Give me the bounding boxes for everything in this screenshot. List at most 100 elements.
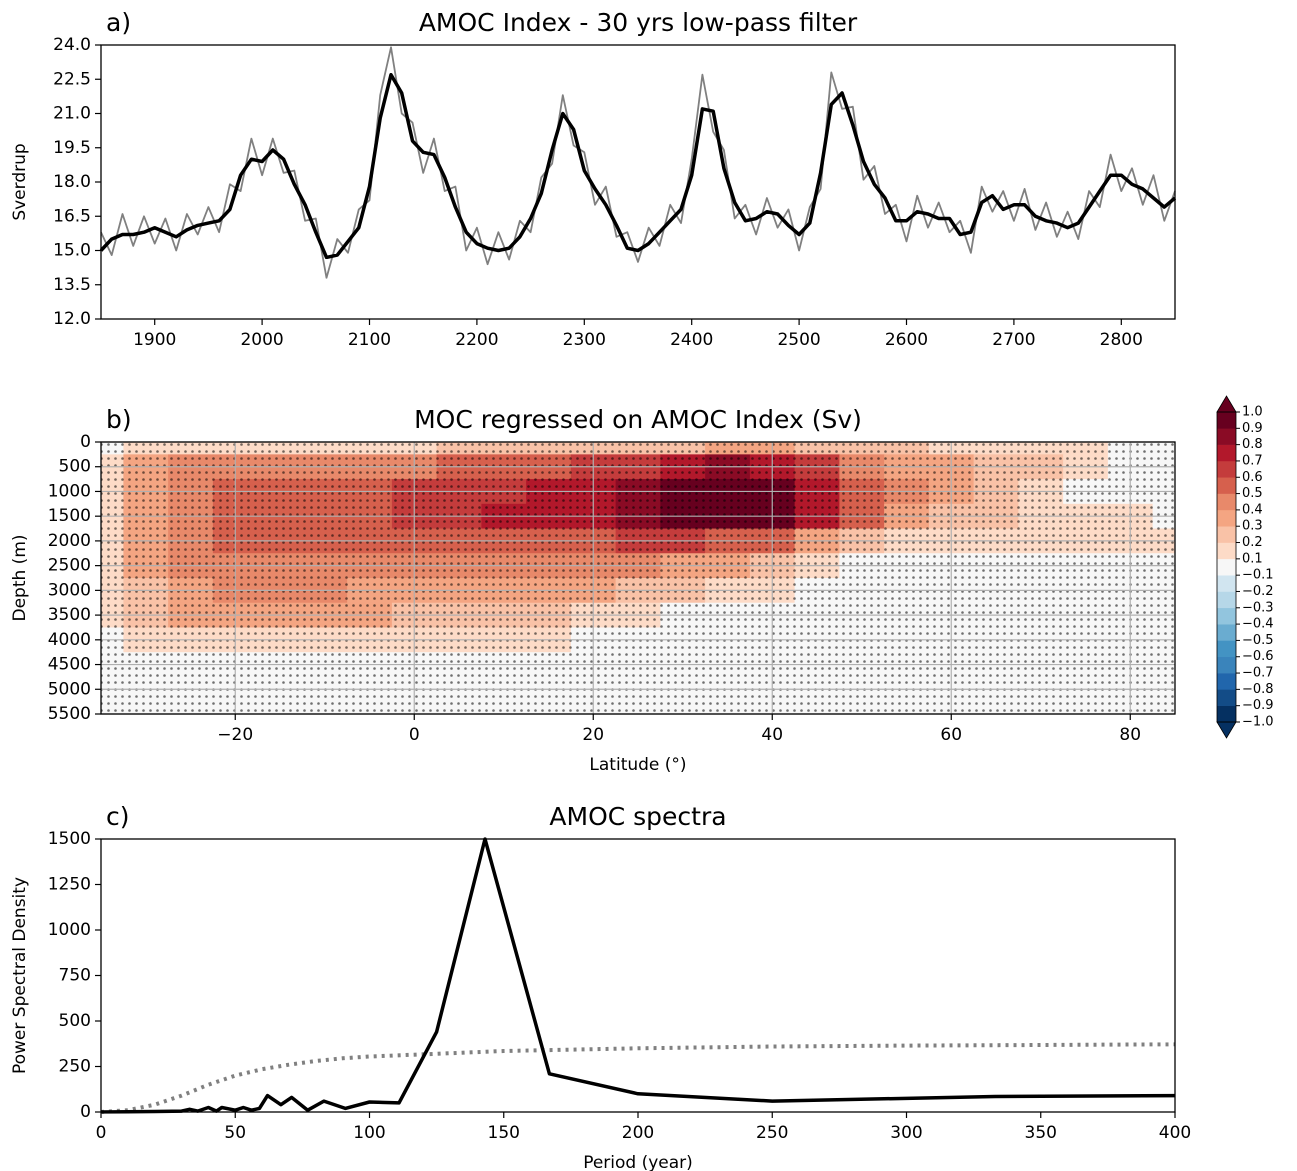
axes-frame bbox=[100, 441, 1176, 715]
y-tick-label: 24.0 bbox=[53, 35, 91, 55]
stippling bbox=[101, 442, 1175, 714]
x-tick-label: 20 bbox=[582, 725, 604, 745]
colorbar-tick-label: −0.7 bbox=[1242, 666, 1274, 681]
colorbar-tick-label: 0.3 bbox=[1242, 519, 1263, 534]
colorbar-bin bbox=[1217, 591, 1236, 609]
y-tick-label: 2000 bbox=[48, 531, 91, 551]
colorbar-bin bbox=[1217, 624, 1236, 641]
x-tick-label: 0 bbox=[409, 725, 420, 745]
panel-label: b) bbox=[106, 405, 132, 434]
x-tick-label: 250 bbox=[756, 1123, 788, 1143]
colorbar-tick-label: 0.5 bbox=[1242, 486, 1263, 501]
colorbar-tick-label: −0.3 bbox=[1242, 600, 1274, 615]
x-axis-label: Latitude (°) bbox=[589, 755, 686, 775]
colorbar-bin bbox=[1217, 607, 1236, 625]
y-tick-label: 4500 bbox=[48, 655, 91, 675]
x-tick-label: 100 bbox=[353, 1123, 385, 1143]
colorbar-tick-label: 1.0 bbox=[1242, 405, 1263, 420]
x-tick-label: 2000 bbox=[240, 330, 283, 350]
y-tick-label: 500 bbox=[59, 1011, 91, 1031]
chart-title: MOC regressed on AMOC Index (Sv) bbox=[414, 405, 862, 434]
colorbar-tick-label: 0.8 bbox=[1242, 437, 1263, 452]
colorbar-bin bbox=[1217, 477, 1236, 494]
colorbar-bin bbox=[1217, 575, 1236, 592]
y-tick-label: 19.5 bbox=[53, 138, 91, 158]
colorbar-tick-label: 0.7 bbox=[1242, 453, 1263, 468]
panel-label: c) bbox=[106, 802, 130, 831]
x-tick-label: 2100 bbox=[348, 330, 391, 350]
colorbar-tick-label: 0.2 bbox=[1242, 535, 1263, 550]
y-tick-label: 1500 bbox=[48, 829, 91, 849]
y-axis-label: Depth (m) bbox=[10, 534, 30, 621]
colorbar-tick-label: −1.0 bbox=[1242, 715, 1274, 730]
x-tick-label: 80 bbox=[1119, 725, 1141, 745]
colorbar-bin bbox=[1217, 705, 1236, 723]
colorbar-tick-label: −0.9 bbox=[1242, 698, 1274, 713]
x-tick-label: 350 bbox=[1025, 1123, 1057, 1143]
x-tick-label: 200 bbox=[622, 1123, 654, 1143]
axes-frame bbox=[100, 838, 1176, 1113]
colorbar-frame bbox=[1216, 411, 1237, 723]
y-tick-label: 13.5 bbox=[53, 275, 91, 295]
y-tick-label: 3500 bbox=[48, 605, 91, 625]
colorbar-bin bbox=[1217, 656, 1236, 674]
y-axis-label: Power Spectral Density bbox=[10, 877, 30, 1074]
colorbar-extend-high bbox=[1216, 395, 1237, 413]
y-tick-label: 3000 bbox=[48, 580, 91, 600]
contour-field bbox=[101, 442, 1175, 714]
y-tick-label: 1000 bbox=[48, 920, 91, 940]
colorbar-bin bbox=[1217, 428, 1236, 445]
colorbar-bin bbox=[1217, 412, 1236, 429]
y-tick-label: 0 bbox=[80, 432, 91, 452]
y-tick-label: 750 bbox=[59, 966, 91, 986]
y-tick-label: 18.0 bbox=[53, 172, 91, 192]
y-tick-label: 1000 bbox=[48, 481, 91, 501]
colorbar-tick-label: 0.4 bbox=[1242, 502, 1263, 517]
x-tick-label: 50 bbox=[224, 1123, 246, 1143]
x-axis-label: Period (year) bbox=[583, 1153, 693, 1171]
y-tick-label: 1500 bbox=[48, 506, 91, 526]
y-tick-label: 4000 bbox=[48, 630, 91, 650]
x-tick-label: 40 bbox=[761, 725, 783, 745]
x-tick-label: 60 bbox=[940, 725, 962, 745]
x-tick-label: 2600 bbox=[885, 330, 928, 350]
colorbar-bin bbox=[1217, 558, 1236, 576]
colorbar-bin bbox=[1217, 689, 1236, 706]
x-tick-label: 1900 bbox=[133, 330, 176, 350]
y-axis-label: Sverdrup bbox=[10, 143, 30, 220]
colorbar-tick-label: 0.1 bbox=[1242, 551, 1263, 566]
y-tick-label: 21.0 bbox=[53, 104, 91, 124]
colorbar-bin bbox=[1217, 509, 1236, 527]
y-tick-label: 12.0 bbox=[53, 309, 91, 329]
colorbar-bin bbox=[1217, 542, 1236, 560]
colorbar-bin bbox=[1217, 673, 1236, 690]
x-tick-label: 2700 bbox=[992, 330, 1035, 350]
x-tick-label: 2800 bbox=[1100, 330, 1143, 350]
colorbar-tick-label: −0.5 bbox=[1242, 633, 1274, 648]
colorbar-tick-label: 0.9 bbox=[1242, 421, 1263, 436]
colorbar-tick-label: −0.6 bbox=[1242, 649, 1274, 664]
colorbar-tick-label: −0.2 bbox=[1242, 584, 1274, 599]
y-tick-label: 22.5 bbox=[53, 69, 91, 89]
colorbar-bin bbox=[1217, 640, 1236, 658]
y-tick-label: 2500 bbox=[48, 556, 91, 576]
data-line bbox=[101, 47, 1175, 278]
y-tick-label: 250 bbox=[59, 1057, 91, 1077]
x-tick-label: 2200 bbox=[455, 330, 498, 350]
x-tick-label: −20 bbox=[217, 725, 253, 745]
x-tick-label: 150 bbox=[488, 1123, 520, 1143]
colorbar-bin bbox=[1217, 526, 1236, 543]
chart-title: AMOC spectra bbox=[549, 802, 726, 831]
data-line bbox=[101, 75, 1175, 258]
colorbar-extend-low bbox=[1216, 721, 1237, 739]
data-line bbox=[101, 839, 1175, 1112]
colorbar-tick-label: 0.6 bbox=[1242, 470, 1263, 485]
y-tick-label: 5500 bbox=[48, 704, 91, 724]
y-tick-label: 500 bbox=[59, 457, 91, 477]
y-tick-label: 0 bbox=[80, 1102, 91, 1122]
colorbar-tick-label: −0.1 bbox=[1242, 568, 1274, 583]
axes-frame bbox=[100, 44, 1176, 320]
x-tick-label: 400 bbox=[1159, 1123, 1191, 1143]
x-tick-label: 2400 bbox=[670, 330, 713, 350]
